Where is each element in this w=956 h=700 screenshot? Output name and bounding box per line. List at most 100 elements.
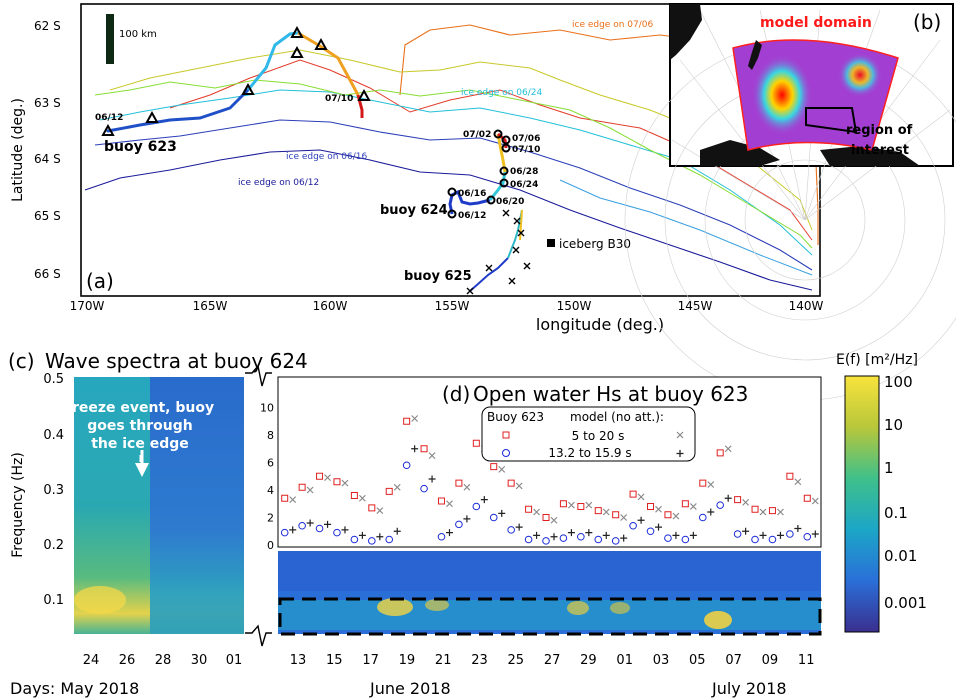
- y-tick-label: 0.2: [43, 538, 64, 553]
- hs-point-circle: [315, 524, 324, 533]
- hs-point-square: [455, 479, 463, 487]
- buoy-624-marker: [486, 195, 496, 205]
- legend-marker-square: [502, 431, 510, 439]
- panel-a-letter: (a): [86, 269, 114, 293]
- x-tick-label: 01: [226, 653, 243, 668]
- buoy-623-marker: [314, 37, 328, 50]
- hs-point-circle: [646, 527, 655, 536]
- legend-header-model: model (no att.):: [570, 410, 664, 424]
- buoy-623-label: buoy 623: [104, 139, 177, 155]
- hs-point-circle: [629, 521, 637, 530]
- hs-point-circle: [664, 534, 672, 542]
- hs-point-circle: [751, 535, 759, 544]
- hs-point-square: [577, 503, 585, 510]
- hs-point-square: [316, 472, 324, 480]
- hs-point-plus: [742, 527, 750, 535]
- hs-point-circle: [420, 484, 428, 493]
- hs-point-x: [689, 503, 697, 510]
- buoy-624-date: 07/10: [512, 145, 540, 155]
- hs-point-x: [777, 508, 784, 516]
- y-tick-label: 2: [267, 512, 274, 525]
- hs-point-x: [567, 501, 575, 509]
- x-tick-label: 13: [290, 653, 307, 668]
- x-tick-label: 150W: [557, 299, 592, 313]
- panel-a-yticks: 62 S 63 S 64 S 65 S 66 S: [34, 19, 61, 281]
- frequency-band-box: [278, 597, 822, 636]
- buoy-624-track: [448, 189, 491, 215]
- y-tick-label: 10: [260, 402, 274, 415]
- scale-bar: [106, 14, 114, 64]
- ice-edge-lightblue: [559, 179, 813, 276]
- hs-point-x: [393, 483, 401, 491]
- x-tick-label: 27: [544, 653, 561, 668]
- panel-c-ylabel: Frequency (Hz): [10, 452, 26, 558]
- hs-point-circle: [402, 461, 411, 470]
- buoy-623-marker: [357, 88, 371, 101]
- buoy-623-marker: [290, 45, 304, 58]
- x-tick-label: 15: [326, 653, 343, 668]
- ice-edge-label: ice edge on 07/06: [572, 20, 653, 30]
- hs-point-square: [699, 479, 707, 487]
- hs-point-plus: [324, 520, 332, 528]
- hs-point-circle: [368, 537, 376, 545]
- legend-marker-circle: [502, 449, 510, 457]
- hs-point-circle: [716, 501, 724, 509]
- buoy-623-date: 07/10: [325, 94, 353, 104]
- x-tick-label: 170W: [70, 299, 105, 313]
- legend-marker-plus: [676, 450, 684, 457]
- y-tick-label: 6: [267, 457, 274, 470]
- buoy-623-track: [106, 88, 250, 133]
- hs-point-circle: [385, 535, 394, 544]
- hs-point-plus: [550, 533, 558, 541]
- hs-point-x: [498, 465, 506, 473]
- buoy-623-track-mid: [246, 31, 299, 91]
- buoy-623-marker: [145, 110, 159, 123]
- hs-point-plus: [794, 525, 802, 532]
- hs-point-plus: [515, 523, 523, 531]
- x-tick-label: 19: [399, 653, 416, 668]
- x-tick-label: 28: [155, 653, 172, 668]
- hs-point-plus: [620, 534, 628, 542]
- x-tick-label: 160W: [313, 299, 348, 313]
- hs-point-circle: [681, 535, 690, 544]
- hs-point-x: [672, 512, 680, 520]
- panel-a-xlabel: longitude (deg.): [536, 315, 664, 334]
- buoy-625-marker: [517, 229, 525, 237]
- x-tick-label: 140W: [789, 299, 824, 313]
- hs-point-square: [612, 511, 620, 519]
- hs-point-square: [786, 472, 794, 480]
- spectrogram-left-after: [150, 377, 244, 634]
- hs-point-plus: [759, 531, 767, 539]
- hs-point-x: [794, 478, 802, 486]
- hs-point-x: [463, 483, 471, 491]
- wave-hotspot: [838, 53, 882, 97]
- buoy-625-marker: [513, 217, 521, 225]
- spectrogram-peak: [74, 586, 126, 614]
- hs-point-circle: [577, 532, 585, 541]
- colorbar-bar: [844, 375, 880, 633]
- buoy-625-crosses: [466, 209, 531, 295]
- panel-d-yticks: 0 2 4 6 8 10: [260, 402, 274, 553]
- hs-point-plus: [463, 515, 471, 523]
- buoy-625-marker: [508, 277, 516, 285]
- buoy-624-label: buoy 624: [380, 203, 448, 218]
- hs-point-square: [385, 487, 393, 495]
- hs-point-square: [281, 494, 289, 502]
- hs-point-square: [768, 507, 776, 515]
- colorbar: E(f) [m²/Hz] 100 10 1 0.1 0.01 0.001: [836, 352, 927, 633]
- buoy-625-marker: [485, 264, 493, 272]
- buoy-624-circles: [447, 129, 511, 219]
- hs-point-x: [306, 486, 314, 494]
- hs-point-plus: [655, 523, 663, 531]
- x-tick-label: 145W: [678, 299, 713, 313]
- hs-point-circle: [733, 530, 742, 538]
- ice-edge-0624: [99, 89, 813, 256]
- hs-point-x: [533, 508, 541, 516]
- hs-point-plus: [567, 529, 575, 537]
- panel-d-xticks: 13 15 17 19 21 23 25 27 29 01 03 05 07 09 11: [290, 653, 815, 668]
- panel-d: (d) Open water Hs at buoy 623 0 2 4 6 8 10 Bu…: [260, 376, 822, 698]
- hs-point-square: [681, 500, 689, 508]
- buoy-624-track-late: [496, 133, 507, 173]
- panel-b: model domain region of interest (b): [624, 3, 956, 401]
